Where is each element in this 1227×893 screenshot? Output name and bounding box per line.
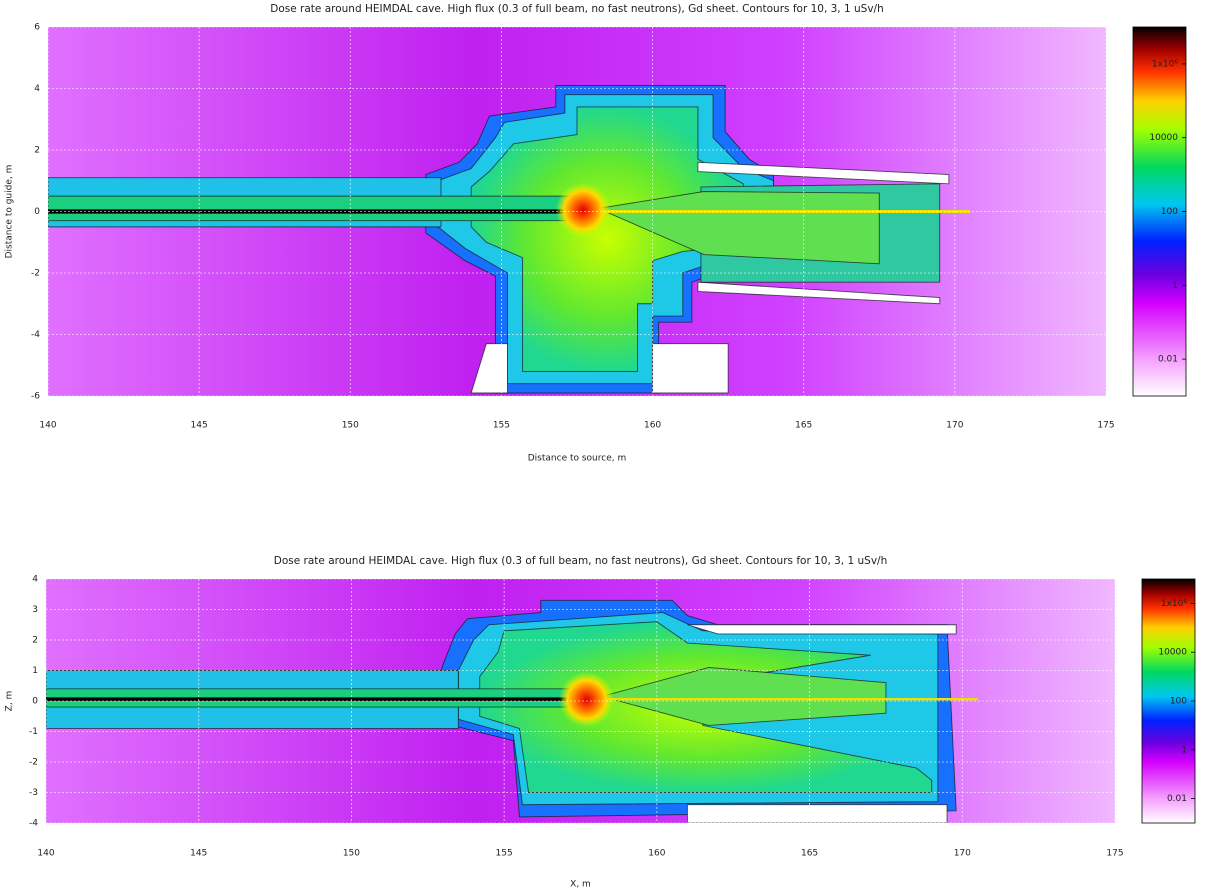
colorbar-tick-label: 10000 [1149, 133, 1178, 143]
x-tick-label: 160 [648, 849, 665, 859]
y-axis-label: Distance to guide, m [5, 165, 15, 259]
x-tick-label: 150 [342, 421, 359, 431]
y-tick-label: -4 [29, 819, 38, 829]
dose-region [697, 161, 950, 185]
heatmap-panel: 140 145 150 155 160 165 170 175 -6 -4 -2 0 2 4 6 Dose r… [5, 3, 1187, 464]
heatmap-panel: 140 145 150 155 160 165 170 175 -4 -3 -2 -1 0 1 2 3 4 Dos… [5, 555, 1196, 890]
y-tick-label: -1 [29, 727, 38, 737]
dose-region [596, 191, 880, 265]
colorbar-tick-label: 0.01 [1158, 355, 1178, 365]
colorbar-tick-label: 0.01 [1167, 794, 1187, 804]
dose-region [652, 343, 729, 394]
x-tick-label: 170 [946, 421, 963, 431]
colorbar-tick-label: 1x10⁶ [1152, 59, 1179, 69]
y-tick-label: -2 [29, 758, 38, 768]
dose-region [470, 343, 508, 394]
x-tick-label: 160 [644, 421, 661, 431]
hotspot [555, 182, 611, 238]
chart-title: Dose rate around HEIMDAL cave. High flux… [274, 555, 887, 567]
x-axis-label: X, m [570, 880, 591, 890]
dose-region [697, 281, 941, 305]
colorbar-tick-label: 10000 [1158, 648, 1187, 658]
x-tick-label: 145 [191, 421, 208, 431]
y-tick-label: -4 [31, 330, 40, 340]
y-tick-label: 2 [32, 636, 38, 646]
dose-region [604, 697, 978, 701]
dose-region [687, 624, 957, 635]
y-tick-label: 4 [32, 575, 38, 585]
y-axis-label: Z, m [5, 691, 15, 712]
y-tick-label: -2 [31, 269, 40, 279]
colorbar-tick-label: 100 [1170, 697, 1187, 707]
x-tick-label: 140 [39, 421, 56, 431]
y-tick-label: 0 [34, 207, 40, 217]
y-tick-label: 6 [34, 23, 40, 33]
x-tick-label: 175 [1106, 849, 1123, 859]
colorbar-tick-label: 100 [1161, 207, 1178, 217]
y-tick-label: 4 [34, 84, 40, 94]
dose-region [48, 195, 572, 222]
hotspot [559, 671, 615, 727]
x-tick-label: 165 [801, 849, 818, 859]
y-tick-label: 2 [34, 146, 40, 156]
dose-region [686, 804, 948, 823]
x-tick-label: 165 [795, 421, 812, 431]
chart-title: Dose rate around HEIMDAL cave. High flux… [270, 3, 883, 15]
y-tick-label: -3 [29, 788, 38, 798]
x-tick-label: 170 [954, 849, 971, 859]
x-axis-label: Distance to source, m [528, 454, 627, 464]
y-tick-label: 3 [32, 605, 38, 615]
dose-region [479, 621, 933, 793]
x-tick-label: 140 [37, 849, 54, 859]
x-tick-label: 150 [343, 849, 360, 859]
y-tick-label: 0 [32, 697, 38, 707]
colorbar [1141, 578, 1196, 824]
colorbar [1132, 26, 1187, 397]
colorbar-tick-label: 1 [1181, 745, 1187, 755]
y-tick-label: 1 [32, 666, 38, 676]
x-tick-label: 175 [1097, 421, 1114, 431]
x-tick-label: 145 [190, 849, 207, 859]
x-tick-label: 155 [496, 849, 513, 859]
y-tick-label: -6 [31, 392, 40, 402]
colorbar-tick-label: 1x10⁶ [1161, 599, 1188, 609]
x-tick-label: 155 [493, 421, 510, 431]
dose-field [46, 579, 1115, 823]
colorbar-tick-label: 1 [1172, 281, 1178, 291]
dose-region [46, 697, 575, 701]
dose-region [470, 106, 744, 372]
